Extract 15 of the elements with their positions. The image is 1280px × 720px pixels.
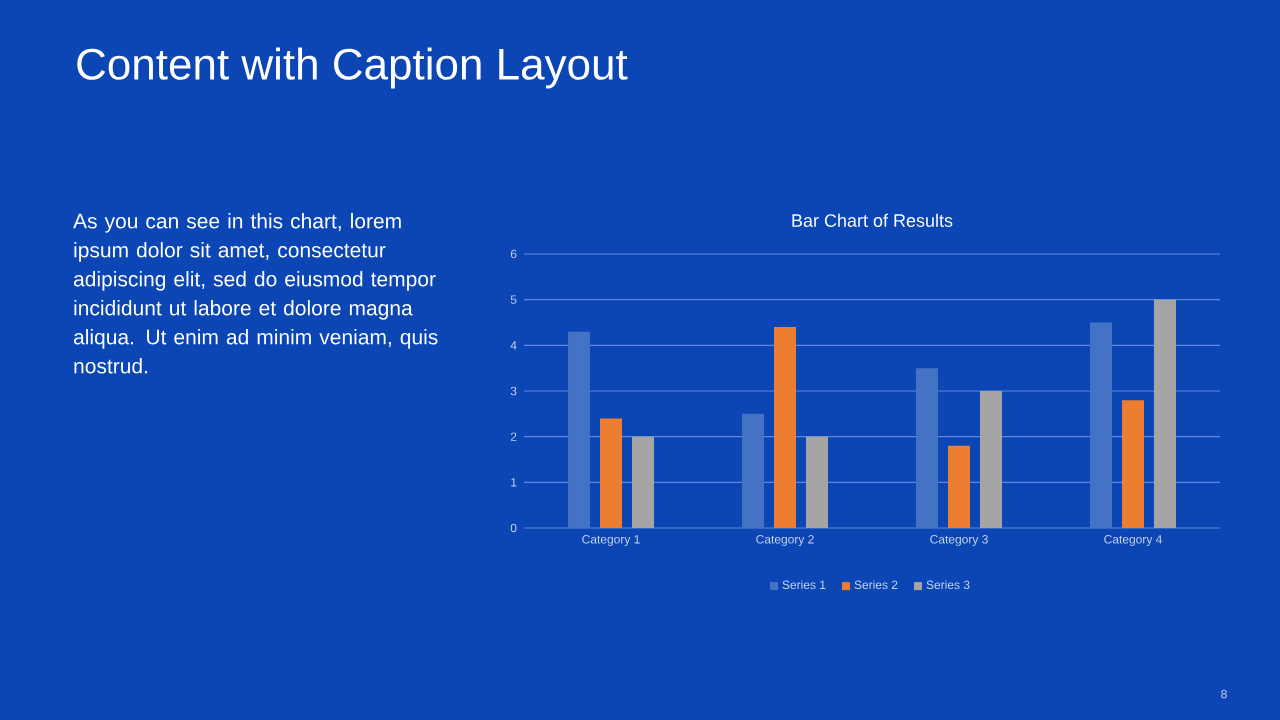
text: As you can see in this chart, lorem ipsum dolor sit amet, consectetur adipiscing elit, sed do eiusmod tempor incididunt ut labore et dolore magna aliqua. Ut enim ad minim veniam, quis nostrud. bbox=[73, 213, 438, 374]
bar bbox=[1154, 299, 1176, 528]
bar bbox=[568, 331, 591, 528]
bar bbox=[774, 327, 797, 528]
bar bbox=[632, 436, 654, 528]
bar bbox=[806, 436, 828, 528]
bar bbox=[1122, 400, 1144, 528]
bar bbox=[980, 391, 1002, 528]
bar bbox=[916, 368, 939, 528]
bar bbox=[1090, 322, 1113, 528]
bar bbox=[742, 413, 765, 528]
bar bbox=[948, 445, 971, 528]
text: Content with Caption Layout bbox=[77, 47, 628, 89]
bar bbox=[600, 418, 623, 528]
chart-title: Bar Chart of Results bbox=[792, 213, 953, 227]
